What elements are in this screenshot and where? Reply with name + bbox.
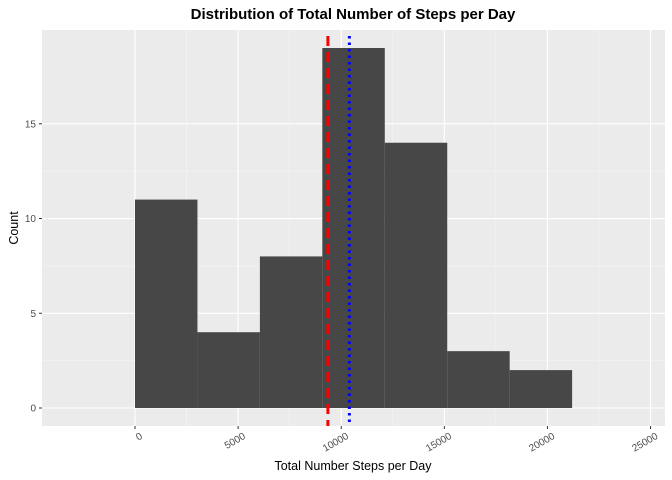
x-tick-label: 25000 [630,431,660,455]
y-tick-label: 5 [30,309,36,320]
bar [322,48,385,408]
x-tick-label: 15000 [424,431,454,455]
chart-title: Distribution of Total Number of Steps pe… [191,6,516,23]
x-tick-label: 10000 [321,431,351,455]
bar [447,351,510,408]
x-axis-title: Total Number Steps per Day [274,459,432,473]
bar [384,142,448,408]
y-tick-label: 0 [30,404,36,415]
y-axis-title: Count [7,211,21,245]
y-tick-label: 10 [25,214,37,225]
y-tick-label: 15 [25,119,37,130]
bar [135,199,198,408]
x-tick-label: 0 [134,431,145,444]
x-tick-label: 5000 [223,431,248,452]
bar [259,256,323,408]
x-tick-label: 20000 [527,431,557,455]
bar [197,332,260,408]
bar [509,370,573,408]
